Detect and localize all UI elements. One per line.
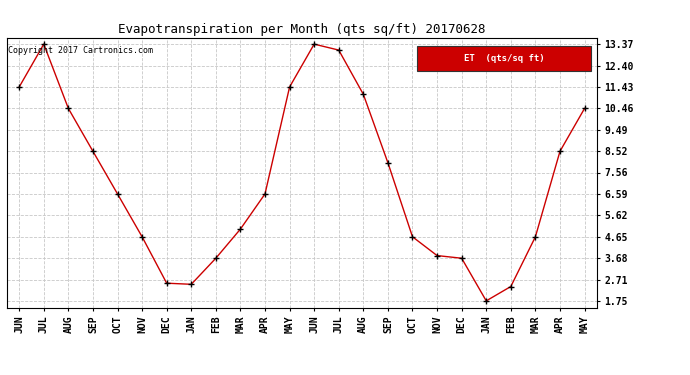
Title: Evapotranspiration per Month (qts sq/ft) 20170628: Evapotranspiration per Month (qts sq/ft)… [118, 23, 486, 36]
Text: Copyright 2017 Cartronics.com: Copyright 2017 Cartronics.com [8, 46, 153, 55]
Text: ET  (qts/sq ft): ET (qts/sq ft) [464, 54, 544, 63]
FancyBboxPatch shape [417, 46, 591, 71]
